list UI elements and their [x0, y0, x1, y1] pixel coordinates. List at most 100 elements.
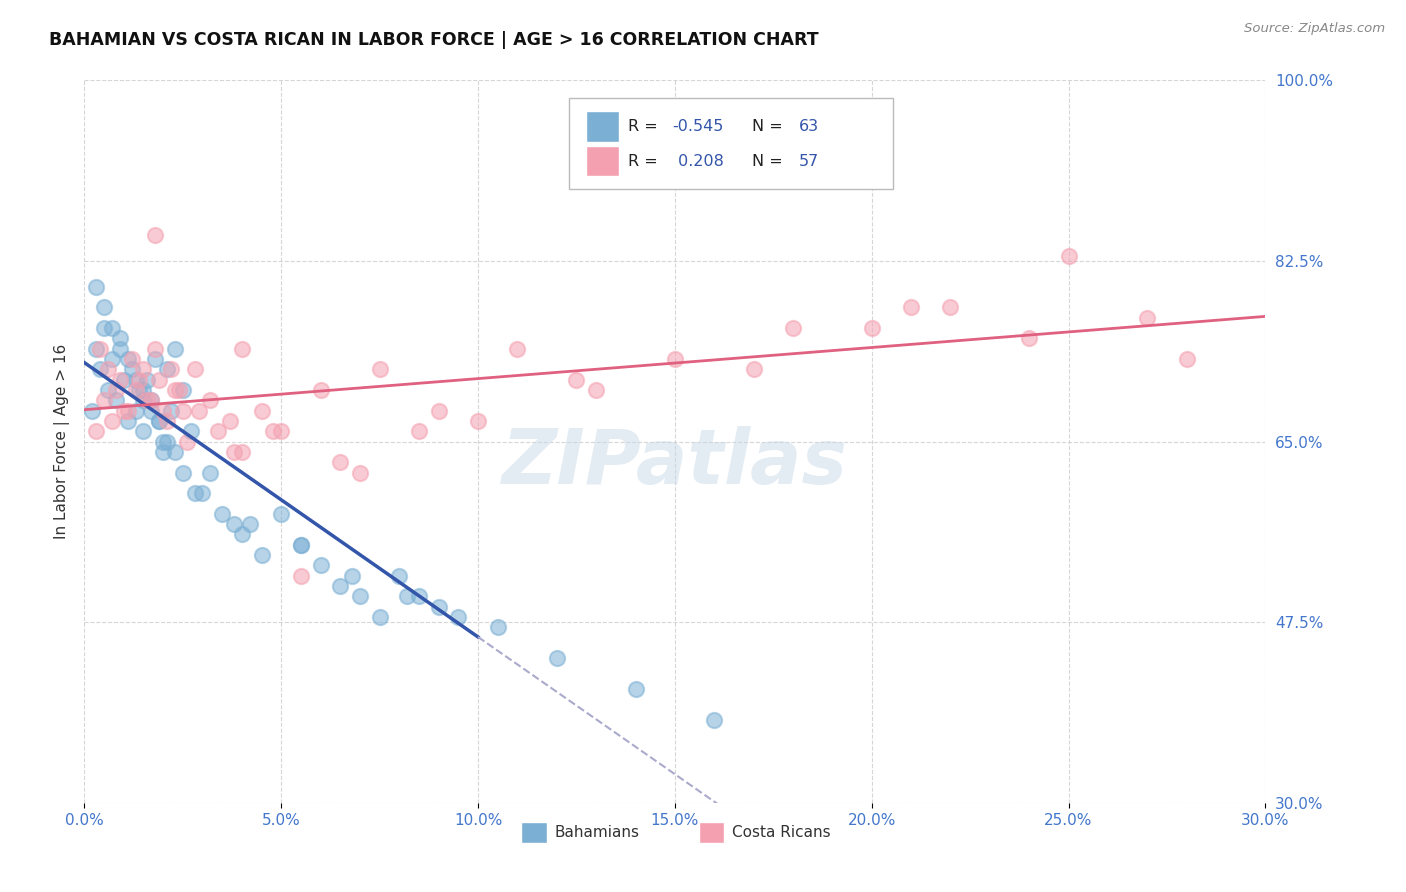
Point	[506, 342, 529, 356]
Point	[128, 373, 150, 387]
Point	[89, 362, 111, 376]
Point	[200, 393, 222, 408]
Point	[207, 424, 229, 438]
Point	[585, 383, 607, 397]
Point	[231, 342, 253, 356]
Point	[108, 342, 131, 356]
Point	[152, 434, 174, 449]
Point	[143, 351, 166, 366]
Point	[163, 342, 186, 356]
Point	[664, 351, 686, 366]
Point	[132, 383, 155, 397]
Point	[124, 383, 146, 397]
Point	[156, 362, 179, 376]
Point	[546, 651, 568, 665]
Point	[176, 434, 198, 449]
Point	[368, 610, 391, 624]
Point	[160, 403, 183, 417]
Point	[163, 383, 186, 397]
Point	[121, 351, 143, 366]
Point	[290, 538, 312, 552]
Point	[1018, 331, 1040, 345]
Point	[270, 507, 292, 521]
Point	[860, 321, 883, 335]
Point	[108, 373, 131, 387]
Point	[89, 342, 111, 356]
Point	[101, 351, 124, 366]
Point	[141, 393, 163, 408]
Point	[172, 403, 194, 417]
Text: R =: R =	[627, 119, 662, 134]
Point	[148, 373, 170, 387]
Point	[84, 424, 107, 438]
Point	[427, 403, 450, 417]
Text: -0.545: -0.545	[672, 119, 724, 134]
Point	[396, 590, 419, 604]
Point	[156, 434, 179, 449]
Point	[156, 414, 179, 428]
Point	[329, 579, 352, 593]
Point	[172, 466, 194, 480]
Point	[388, 568, 411, 582]
Point	[163, 445, 186, 459]
Point	[117, 351, 139, 366]
Point	[132, 424, 155, 438]
Point	[152, 445, 174, 459]
Point	[172, 383, 194, 397]
Point	[124, 403, 146, 417]
Point	[200, 466, 222, 480]
Point	[219, 414, 242, 428]
Point	[368, 362, 391, 376]
Point	[262, 424, 284, 438]
Text: N =: N =	[752, 153, 787, 169]
Point	[939, 301, 962, 315]
Point	[270, 424, 292, 438]
Point	[290, 538, 312, 552]
Text: 57: 57	[799, 153, 820, 169]
Bar	[586, 146, 620, 177]
Point	[408, 590, 430, 604]
Point	[93, 393, 115, 408]
Point	[101, 414, 124, 428]
Point	[624, 682, 647, 697]
Text: ZIPatlas: ZIPatlas	[502, 426, 848, 500]
Point	[148, 414, 170, 428]
Point	[222, 445, 245, 459]
Point	[93, 301, 115, 315]
Point	[93, 321, 115, 335]
Point	[408, 424, 430, 438]
Point	[136, 393, 159, 408]
Text: Bahamians: Bahamians	[554, 825, 640, 840]
Point	[309, 383, 332, 397]
Point	[191, 486, 214, 500]
Point	[167, 383, 190, 397]
Point	[349, 466, 371, 480]
Point	[84, 279, 107, 293]
Point	[132, 393, 155, 408]
Point	[183, 362, 205, 376]
Point	[141, 393, 163, 408]
Point	[349, 590, 371, 604]
Text: Source: ZipAtlas.com: Source: ZipAtlas.com	[1244, 22, 1385, 36]
Point	[782, 321, 804, 335]
Point	[112, 373, 135, 387]
Point	[128, 383, 150, 397]
Text: 63: 63	[799, 119, 820, 134]
Point	[112, 403, 135, 417]
Point	[84, 342, 107, 356]
Point	[82, 403, 104, 417]
Text: R =: R =	[627, 153, 662, 169]
Point	[117, 414, 139, 428]
Point	[143, 342, 166, 356]
Bar	[586, 112, 620, 142]
Point	[231, 527, 253, 541]
Point	[1057, 249, 1080, 263]
Text: Costa Ricans: Costa Ricans	[731, 825, 830, 840]
Point	[104, 393, 127, 408]
Point	[467, 414, 489, 428]
Point	[900, 301, 922, 315]
Text: N =: N =	[752, 119, 787, 134]
Point	[101, 321, 124, 335]
Text: 0.208: 0.208	[672, 153, 724, 169]
Text: BAHAMIAN VS COSTA RICAN IN LABOR FORCE | AGE > 16 CORRELATION CHART: BAHAMIAN VS COSTA RICAN IN LABOR FORCE |…	[49, 31, 818, 49]
